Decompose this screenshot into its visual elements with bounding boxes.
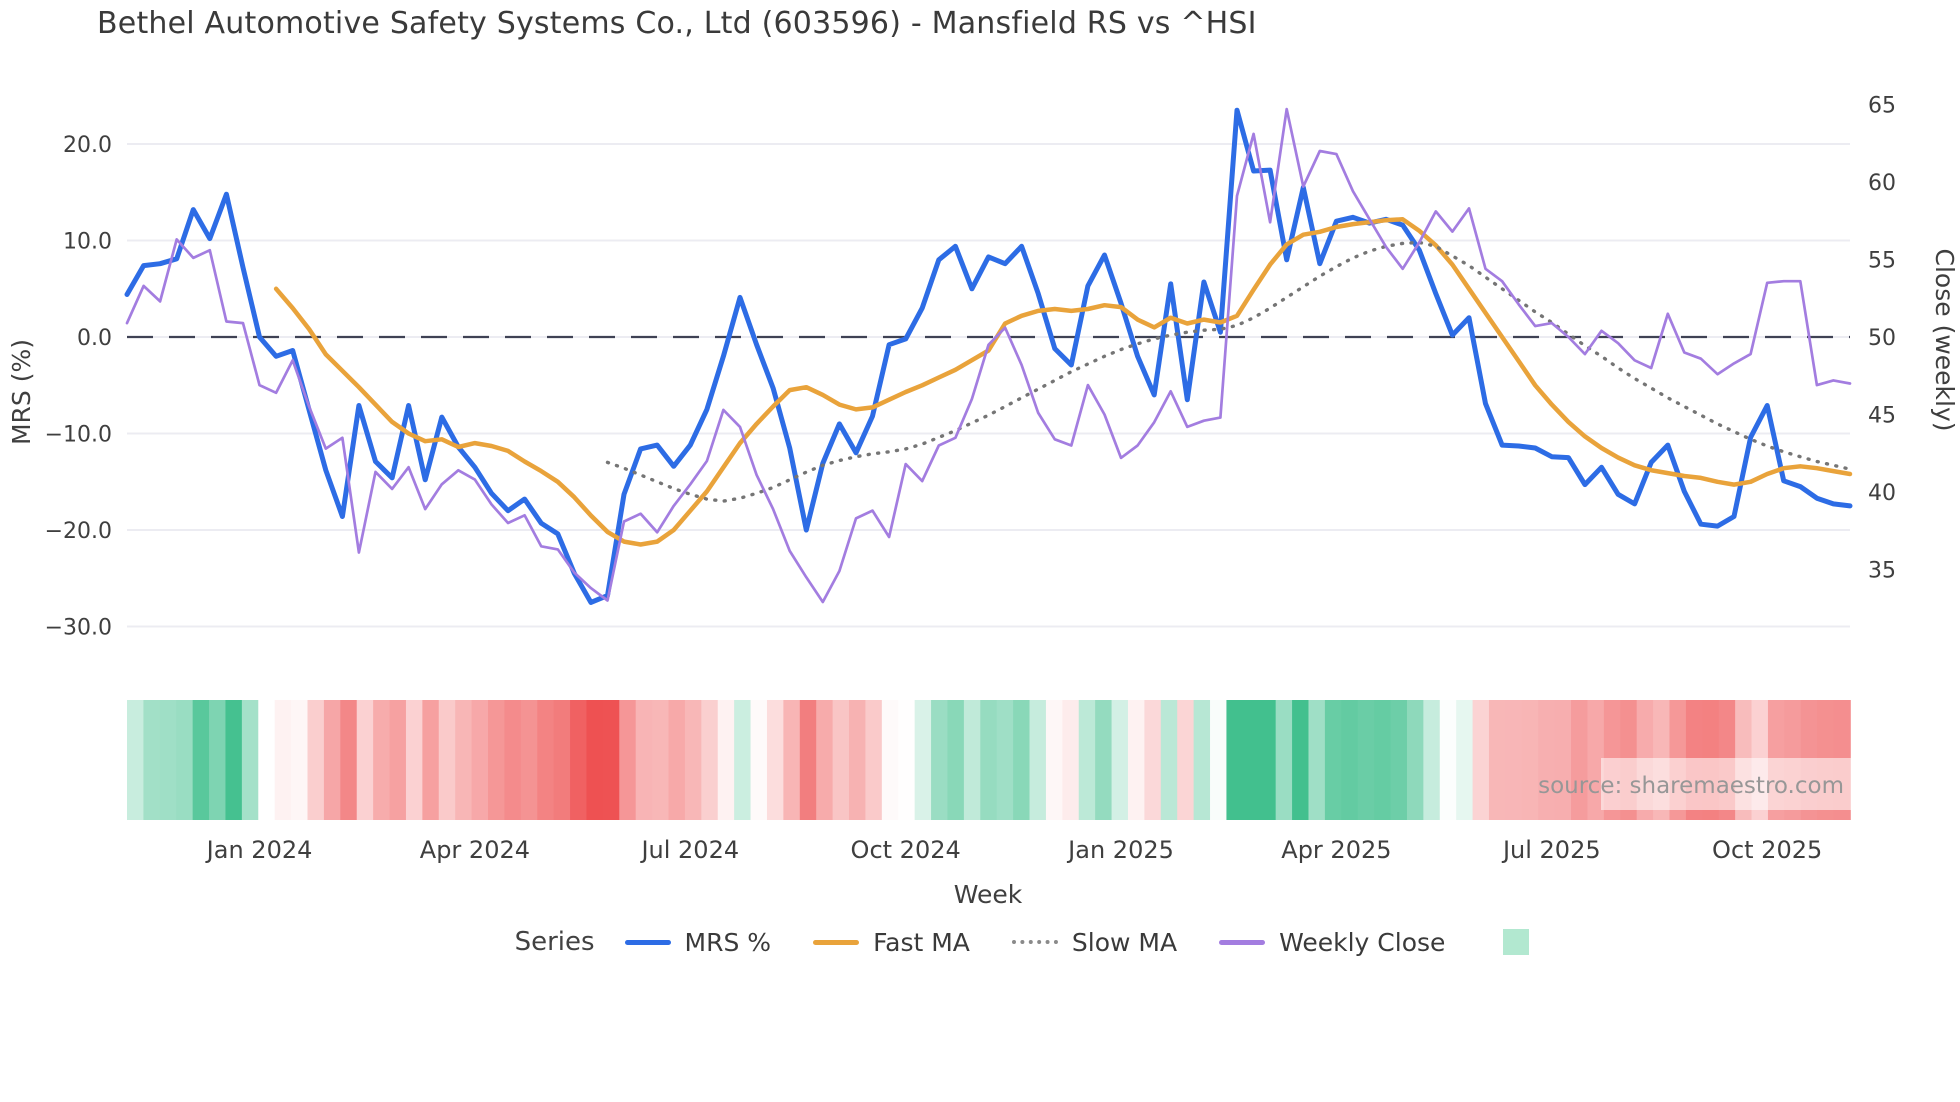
series-line-slow-ma xyxy=(605,240,1852,503)
svg-text:Jan 2025: Jan 2025 xyxy=(1066,836,1174,864)
source-note-text: source: sharemaestro.com xyxy=(1538,773,1844,799)
svg-text:Jan 2024: Jan 2024 xyxy=(205,836,313,864)
left-axis-title: MRS (%) xyxy=(7,339,36,445)
gridlines xyxy=(127,143,1850,628)
svg-text:0.0: 0.0 xyxy=(77,326,112,351)
series-line-weekly-close xyxy=(125,107,1852,604)
chart-title: Bethel Automotive Safety Systems Co., Lt… xyxy=(97,6,1257,41)
axis-tick-labels: 20.0 10.0 0.0 −10.0 −20.0 −30.0 65 60 55 50 45 40 35… xyxy=(45,94,1896,865)
x-axis-title: Week xyxy=(954,880,1023,909)
legend-label: Slow MA xyxy=(1071,927,1178,957)
svg-text:55: 55 xyxy=(1868,249,1896,274)
legend-label: Weekly Close xyxy=(1279,927,1446,957)
heat-strip-legend-swatch xyxy=(1503,929,1530,955)
svg-text:10.0: 10.0 xyxy=(63,230,112,255)
svg-text:Jul 2025: Jul 2025 xyxy=(1501,836,1601,864)
legend-swatch xyxy=(1011,940,1058,944)
svg-text:−20.0: −20.0 xyxy=(45,519,112,544)
svg-text:−30.0: −30.0 xyxy=(45,616,112,641)
svg-text:60: 60 xyxy=(1868,171,1896,196)
right-axis-title: Close (weekly) xyxy=(1930,249,1959,432)
legend-title: Series xyxy=(514,927,595,957)
series-line-mrs- xyxy=(124,107,1853,605)
source-note: source: sharemaestro.com xyxy=(1538,758,1855,810)
svg-text:50: 50 xyxy=(1868,326,1896,351)
svg-text:Oct 2025: Oct 2025 xyxy=(1712,836,1822,864)
svg-text:Apr 2024: Apr 2024 xyxy=(420,836,530,864)
svg-text:40: 40 xyxy=(1868,481,1896,506)
legend-swatch xyxy=(624,939,671,945)
svg-text:Apr 2025: Apr 2025 xyxy=(1281,836,1391,864)
series-line-fast-ma xyxy=(273,217,1853,547)
svg-text:Jul 2024: Jul 2024 xyxy=(639,836,739,864)
legend-label: MRS % xyxy=(684,927,772,957)
legend-swatch xyxy=(813,939,860,945)
legend-swatch xyxy=(1219,939,1266,945)
svg-text:35: 35 xyxy=(1868,559,1896,584)
legend: Series MRS % Fast MA Slow MA Weekly Close xyxy=(42,916,1960,968)
svg-text:65: 65 xyxy=(1868,94,1896,119)
legend-item-fast-ma: Fast MA xyxy=(813,928,970,957)
legend-item-mrs-: MRS % xyxy=(624,927,772,957)
legend-item-weekly-close: Weekly Close xyxy=(1219,928,1445,957)
legend-item-slow-ma: Slow MA xyxy=(1011,927,1178,957)
series-lines xyxy=(124,107,1853,605)
svg-text:20.0: 20.0 xyxy=(63,133,112,158)
svg-text:Oct 2024: Oct 2024 xyxy=(851,836,961,864)
heat-strip xyxy=(127,700,1851,820)
legend-label: Fast MA xyxy=(873,927,970,957)
svg-text:45: 45 xyxy=(1868,404,1896,429)
svg-text:−10.0: −10.0 xyxy=(45,423,112,448)
